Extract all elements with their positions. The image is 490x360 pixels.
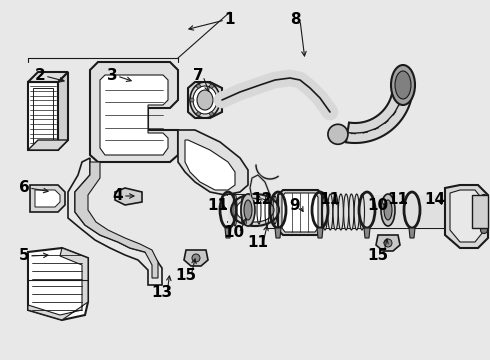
Polygon shape — [100, 75, 168, 155]
Polygon shape — [115, 188, 142, 205]
Text: 11: 11 — [207, 198, 228, 213]
Polygon shape — [28, 248, 88, 320]
Polygon shape — [275, 228, 281, 238]
Text: 3: 3 — [107, 68, 117, 83]
Ellipse shape — [236, 198, 274, 222]
Polygon shape — [185, 140, 235, 190]
Ellipse shape — [333, 194, 338, 230]
Ellipse shape — [197, 90, 213, 110]
Polygon shape — [75, 162, 158, 278]
Polygon shape — [28, 72, 68, 82]
Polygon shape — [225, 228, 231, 238]
Polygon shape — [346, 91, 412, 143]
Ellipse shape — [349, 194, 354, 230]
Circle shape — [190, 98, 194, 102]
Ellipse shape — [241, 194, 255, 226]
Text: 7: 7 — [193, 68, 203, 83]
Polygon shape — [450, 190, 483, 242]
Text: 12: 12 — [251, 192, 272, 207]
Text: 10: 10 — [223, 225, 245, 240]
Text: 6: 6 — [19, 180, 29, 195]
Ellipse shape — [322, 194, 327, 230]
Circle shape — [196, 84, 200, 88]
Ellipse shape — [384, 200, 392, 220]
Polygon shape — [472, 195, 488, 228]
Text: 11: 11 — [247, 235, 269, 250]
Polygon shape — [184, 250, 208, 266]
Ellipse shape — [395, 71, 411, 99]
Text: 9: 9 — [290, 198, 300, 213]
Circle shape — [192, 254, 200, 262]
Text: 4: 4 — [113, 188, 123, 203]
Ellipse shape — [391, 65, 415, 105]
Text: 13: 13 — [151, 285, 172, 300]
Polygon shape — [282, 193, 318, 232]
Ellipse shape — [231, 194, 279, 226]
Text: 10: 10 — [368, 198, 389, 213]
Text: 8: 8 — [290, 12, 300, 27]
Polygon shape — [178, 130, 248, 195]
Polygon shape — [376, 235, 400, 251]
Circle shape — [196, 112, 200, 116]
Polygon shape — [364, 228, 370, 238]
Ellipse shape — [360, 194, 365, 230]
Polygon shape — [188, 82, 222, 118]
Polygon shape — [90, 62, 178, 162]
Ellipse shape — [193, 86, 217, 114]
Polygon shape — [58, 72, 68, 150]
Text: 2: 2 — [35, 68, 46, 83]
Circle shape — [216, 98, 220, 102]
Ellipse shape — [381, 194, 395, 226]
Polygon shape — [228, 195, 472, 228]
Ellipse shape — [343, 194, 349, 230]
Circle shape — [210, 112, 214, 116]
Text: 5: 5 — [19, 248, 29, 263]
Polygon shape — [28, 82, 58, 150]
Text: 15: 15 — [175, 268, 196, 283]
Text: 11: 11 — [319, 192, 341, 207]
Ellipse shape — [339, 194, 343, 230]
Polygon shape — [445, 185, 488, 248]
Polygon shape — [68, 158, 162, 285]
Text: 15: 15 — [368, 248, 389, 263]
Polygon shape — [35, 190, 60, 207]
Text: 1: 1 — [225, 12, 235, 27]
Polygon shape — [317, 228, 323, 238]
Ellipse shape — [244, 200, 252, 220]
Circle shape — [210, 84, 214, 88]
Circle shape — [481, 194, 488, 202]
Ellipse shape — [328, 124, 348, 144]
Ellipse shape — [354, 194, 359, 230]
Circle shape — [481, 212, 488, 219]
Polygon shape — [278, 190, 322, 235]
Polygon shape — [28, 248, 88, 320]
Circle shape — [481, 226, 488, 234]
Polygon shape — [30, 185, 65, 212]
Ellipse shape — [328, 194, 333, 230]
Polygon shape — [409, 228, 415, 238]
Circle shape — [384, 239, 392, 247]
Text: 11: 11 — [388, 192, 409, 207]
Text: 14: 14 — [424, 192, 445, 207]
Polygon shape — [28, 140, 68, 150]
